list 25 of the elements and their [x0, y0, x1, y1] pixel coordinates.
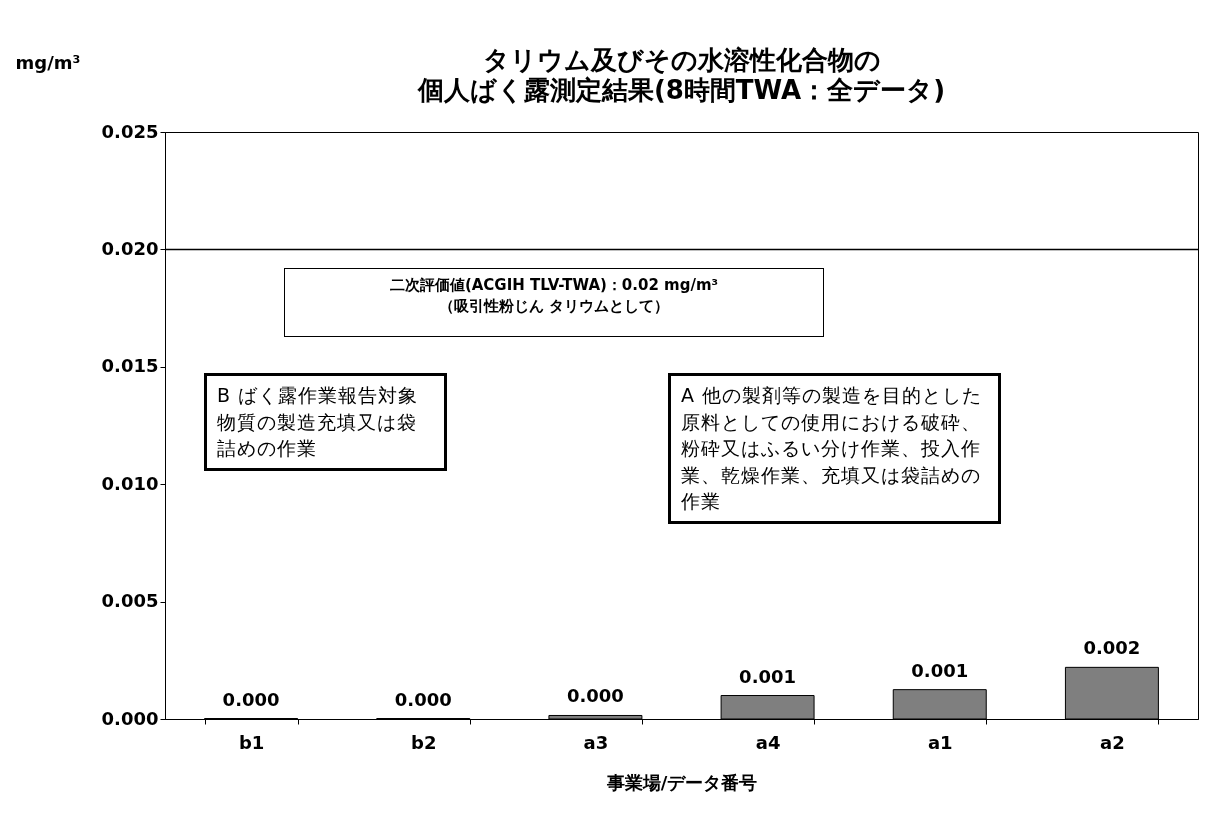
chart-subtitle: 個人ばく露測定結果(8時間TWA：全データ) [416, 75, 946, 105]
chart-title: タリウム及びその水溶性化合物の [482, 45, 881, 75]
y-axis-title: mg/m³ [15, 51, 81, 73]
y-tick-label: 0.005 [101, 590, 159, 612]
data-label: 0.000 [394, 688, 452, 710]
x-tick-label: a4 [755, 731, 781, 753]
data-label: 0.000 [222, 688, 280, 710]
data-label: 0.002 [1083, 637, 1141, 659]
data-label: 0.001 [911, 659, 969, 681]
x-tick-label: a2 [1100, 731, 1125, 753]
x-tick-label: a1 [927, 731, 953, 753]
y-tick-label: 0.020 [101, 237, 159, 259]
text-box: A 他の製剤等の製造を目的とした原料としての使用における破砕、粉砕又はふるい分け作業、投入作業、乾燥作業、充填又は袋詰めの作業 [668, 373, 1001, 524]
y-tick-label: 0.025 [101, 120, 159, 142]
data-label: 0.000 [566, 685, 624, 707]
y-tick-label: 0.010 [101, 472, 159, 494]
data-label: 0.001 [739, 665, 797, 687]
x-axis-title: 事業場/データ番号 [605, 771, 758, 793]
y-tick-label: 0.015 [101, 355, 159, 377]
x-tick-label: b1 [238, 731, 265, 753]
x-tick-label: a3 [583, 731, 609, 753]
y-tick-label: 0.000 [101, 707, 159, 729]
x-tick-label: b2 [411, 731, 437, 753]
text-box: 二次評価値(ACGIH TLV-TWA)：0.02 mg/m³ （吸引性粉じん タリウムとして） [284, 268, 824, 337]
text-box: B ばく露作業報告対象物質の製造充填又は袋詰めの作業 [204, 373, 447, 471]
